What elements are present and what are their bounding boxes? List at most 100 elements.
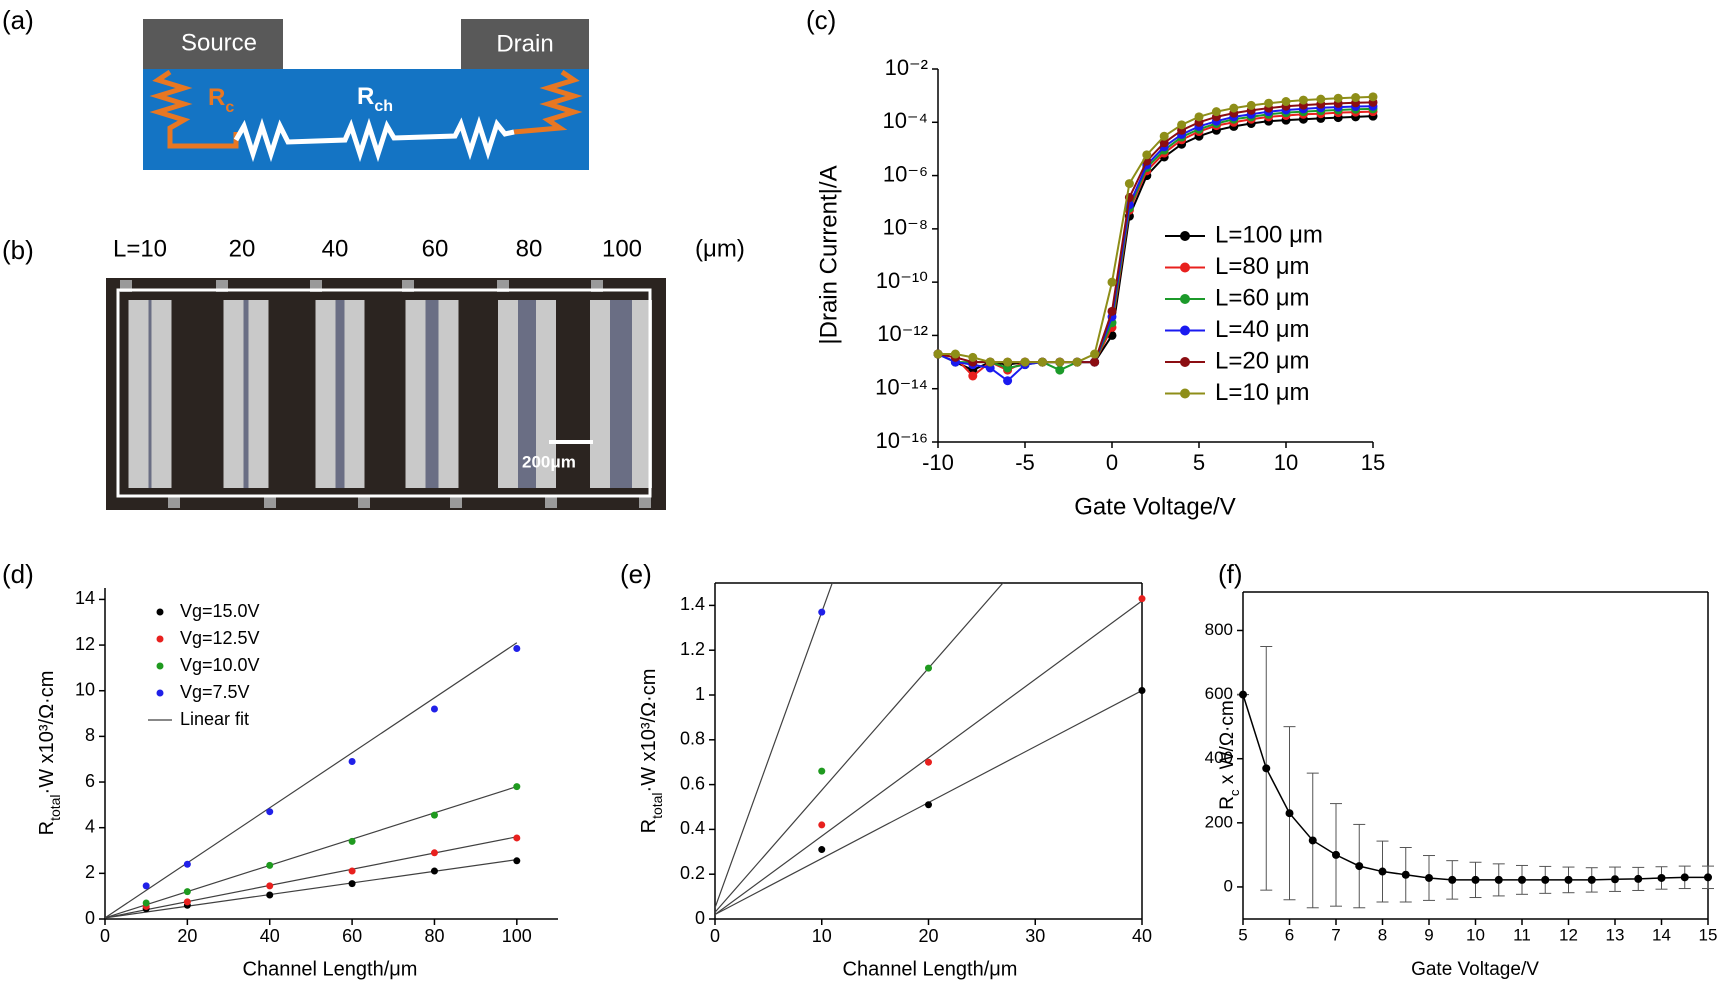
y-tick-label: 12 bbox=[75, 634, 95, 654]
data-point bbox=[1177, 120, 1187, 130]
panel-label: (c) bbox=[806, 5, 836, 35]
data-point bbox=[348, 837, 356, 845]
data-point bbox=[968, 371, 978, 381]
data-point bbox=[513, 644, 521, 652]
data-point bbox=[1316, 94, 1326, 104]
data-point bbox=[1072, 357, 1082, 367]
data-point bbox=[1285, 809, 1294, 818]
data-point bbox=[968, 352, 978, 362]
y-tick-label: 10⁻⁶ bbox=[883, 161, 928, 186]
data-point bbox=[1471, 875, 1480, 884]
rc-symbol: R bbox=[208, 84, 225, 111]
x-tick-label: 6 bbox=[1285, 925, 1294, 944]
fit-line bbox=[105, 786, 518, 919]
x-tick-label: 20 bbox=[918, 926, 938, 946]
channel-gap bbox=[425, 300, 439, 488]
fit-line bbox=[105, 836, 517, 919]
data-point bbox=[266, 808, 274, 816]
x-tick-label: 40 bbox=[1132, 926, 1152, 946]
legend-marker bbox=[156, 635, 164, 643]
data-point bbox=[1159, 131, 1169, 141]
data-point bbox=[1518, 875, 1526, 884]
x-tick-label: -10 bbox=[922, 450, 954, 475]
panel-label: (d) bbox=[2, 559, 34, 589]
x-tick-label: 15 bbox=[1361, 450, 1385, 475]
x-tick-label: 15 bbox=[1699, 925, 1718, 944]
data-point bbox=[1107, 277, 1117, 287]
data-point bbox=[1003, 376, 1013, 386]
y-axis-label: Rtotal·W x10³/Ω·cm bbox=[638, 669, 664, 834]
data-point bbox=[513, 834, 521, 842]
channel-length-label: L=10 bbox=[113, 235, 167, 262]
contact-pad bbox=[545, 496, 557, 508]
y-tick-label: 10⁻⁴ bbox=[882, 108, 928, 133]
data-point bbox=[1239, 690, 1247, 699]
data-point bbox=[1281, 97, 1291, 107]
x-axis-label: Gate Voltage/V bbox=[1411, 959, 1539, 980]
electrode bbox=[151, 300, 172, 488]
fit-line bbox=[105, 859, 517, 919]
data-point bbox=[1368, 92, 1378, 102]
data-point bbox=[933, 349, 943, 359]
data-point bbox=[1332, 850, 1340, 859]
legend-marker bbox=[156, 689, 164, 697]
data-point bbox=[348, 867, 356, 875]
electrode bbox=[315, 300, 336, 488]
x-tick-label: 100 bbox=[502, 926, 532, 946]
contact-resistor bbox=[513, 69, 583, 135]
legend-label: Vg=15.0V bbox=[180, 601, 260, 621]
y-tick-label: 10⁻¹⁶ bbox=[876, 428, 928, 453]
y-tick-label: 2 bbox=[85, 862, 95, 882]
data-point bbox=[1055, 365, 1065, 375]
channel-length-label: 100 bbox=[602, 235, 642, 262]
data-point bbox=[1680, 873, 1689, 882]
data-point bbox=[513, 857, 521, 865]
data-point bbox=[950, 349, 960, 359]
data-point bbox=[1194, 112, 1204, 122]
data-point bbox=[1351, 93, 1361, 103]
electrode bbox=[405, 300, 426, 488]
channel-resistor bbox=[233, 115, 515, 163]
data-point bbox=[1020, 357, 1030, 367]
x-tick-label: 0 bbox=[1106, 450, 1118, 475]
contact-pad bbox=[450, 496, 462, 508]
x-tick-label: -5 bbox=[1015, 450, 1035, 475]
micrograph bbox=[106, 278, 666, 510]
data-point bbox=[1401, 870, 1410, 879]
data-point bbox=[1308, 836, 1317, 845]
data-point bbox=[1055, 357, 1065, 367]
legend-label: L=100 μm bbox=[1215, 221, 1323, 248]
x-tick-label: 30 bbox=[1025, 926, 1045, 946]
data-point bbox=[430, 867, 438, 875]
data-point bbox=[1090, 357, 1100, 367]
legend-marker bbox=[1180, 294, 1190, 304]
legend-marker bbox=[1180, 325, 1190, 336]
data-point bbox=[142, 899, 150, 907]
source-electrode bbox=[143, 19, 283, 69]
y-tick-label: 10⁻⁸ bbox=[883, 215, 928, 240]
rc-subscript: c bbox=[225, 99, 234, 116]
y-tick-label: 0 bbox=[1224, 876, 1233, 895]
y-tick-label: 10⁻¹⁴ bbox=[875, 375, 928, 400]
data-point bbox=[1333, 93, 1343, 103]
x-tick-label: 10 bbox=[1466, 925, 1485, 944]
data-point bbox=[1704, 873, 1712, 882]
data-point bbox=[266, 891, 274, 899]
data-point bbox=[1587, 875, 1596, 884]
y-tick-label: 0 bbox=[695, 908, 705, 928]
panel-label: (f) bbox=[1218, 559, 1243, 589]
y-axis-label: Rtotal·W x10³/Ω·cm bbox=[36, 671, 62, 836]
channel-gap bbox=[335, 300, 345, 488]
y-tick-label: 800 bbox=[1205, 620, 1233, 639]
data-point bbox=[818, 846, 826, 854]
y-tick-label: 14 bbox=[75, 588, 95, 608]
x-tick-label: 80 bbox=[424, 926, 444, 946]
data-point bbox=[1138, 595, 1146, 603]
x-tick-label: 20 bbox=[177, 926, 197, 946]
rch-label: Rch bbox=[357, 83, 393, 114]
data-point bbox=[1229, 103, 1239, 113]
x-axis-label: Channel Length/μm bbox=[243, 958, 418, 980]
data-point bbox=[1298, 95, 1308, 105]
legend-marker bbox=[1180, 388, 1190, 399]
